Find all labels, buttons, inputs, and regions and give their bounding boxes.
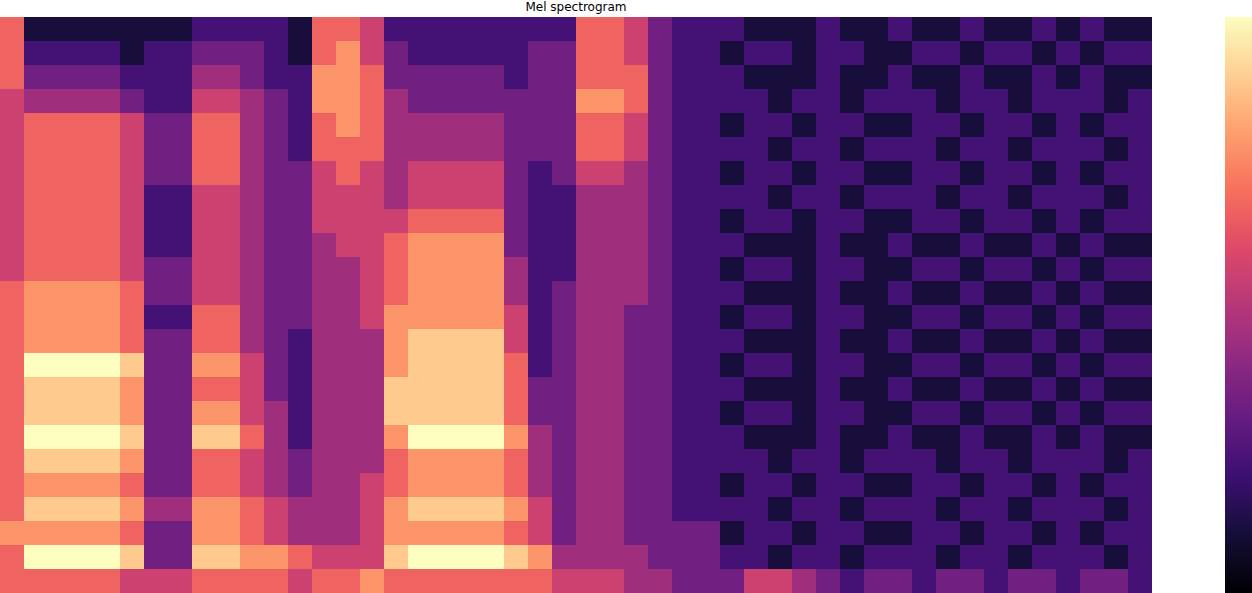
svg-text:Mel spectrogram: Mel spectrogram	[525, 0, 626, 14]
